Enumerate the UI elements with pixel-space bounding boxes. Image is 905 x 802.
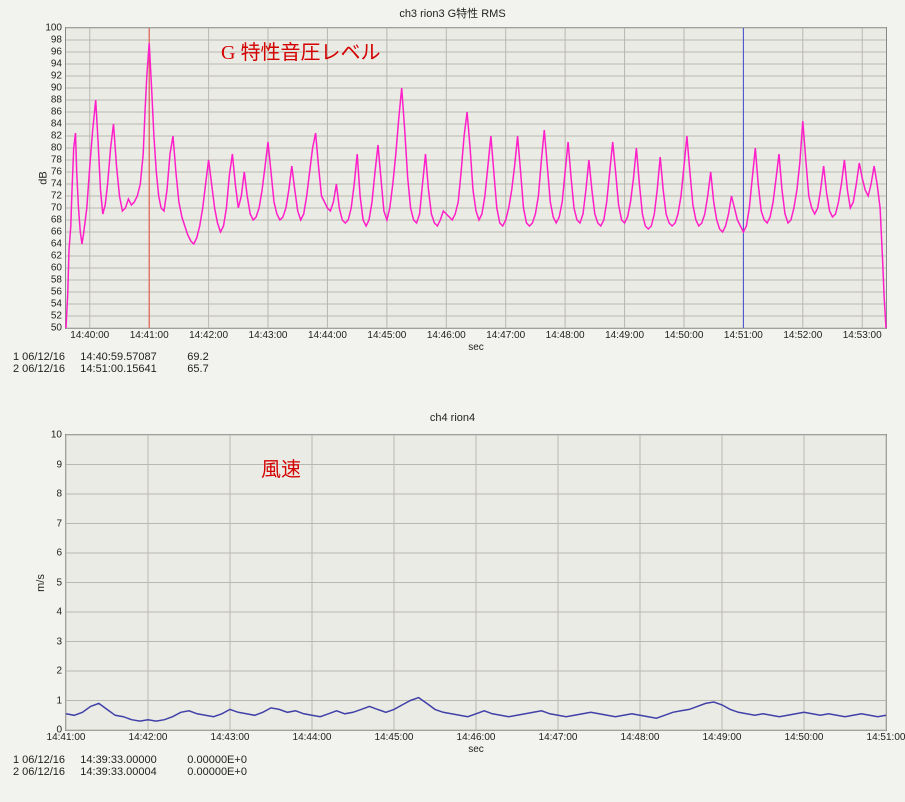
x-tick: 14:42:00	[189, 328, 228, 341]
top-x-axis-label: sec	[468, 328, 484, 353]
y-tick: 60	[51, 263, 66, 274]
top-overlay-label: G 特性音圧レベル	[221, 36, 380, 65]
bottom-cursor-readout: 1 06/12/16 14:39:33.00000 0.00000E+02 06…	[13, 754, 247, 778]
y-tick: 78	[51, 155, 66, 166]
top-panel: ch3 rion3 G特性 RMS G 特性音圧レベル dB sec 50525…	[5, 5, 900, 405]
y-tick: 2	[56, 666, 66, 677]
y-tick: 92	[51, 71, 66, 82]
y-tick: 4	[56, 607, 66, 618]
y-tick: 90	[51, 83, 66, 94]
y-tick: 56	[51, 287, 66, 298]
x-tick: 14:48:00	[546, 328, 585, 341]
x-tick: 14:52:00	[783, 328, 822, 341]
x-tick: 14:46:00	[427, 328, 466, 341]
y-tick: 5	[56, 577, 66, 588]
y-tick: 50	[51, 323, 66, 334]
bottom-chart-title: ch4 rion4	[5, 412, 900, 424]
x-tick: 14:51:00	[867, 730, 905, 743]
bottom-plot-area[interactable]: 風速 m/s sec 01234567891014:41:0014:42:001…	[65, 434, 887, 731]
x-tick: 14:49:00	[703, 730, 742, 743]
top-y-axis-label: dB	[37, 171, 49, 184]
y-tick: 80	[51, 143, 66, 154]
y-tick: 6	[56, 548, 66, 559]
x-tick: 14:44:00	[293, 730, 332, 743]
x-tick: 14:53:00	[843, 328, 882, 341]
y-tick: 94	[51, 59, 66, 70]
cursor-readout-row: 2 06/12/16 14:39:33.00004 0.00000E+0	[13, 766, 247, 778]
y-tick: 54	[51, 299, 66, 310]
x-tick: 14:44:00	[308, 328, 347, 341]
y-tick: 82	[51, 131, 66, 142]
bottom-panel: ch4 rion4 風速 m/s sec 01234567891014:41:0…	[5, 412, 900, 797]
y-tick: 68	[51, 215, 66, 226]
x-tick: 14:43:00	[249, 328, 288, 341]
y-tick: 96	[51, 47, 66, 58]
top-chart-title: ch3 rion3 G特性 RMS	[5, 5, 900, 21]
x-tick: 14:47:00	[486, 328, 525, 341]
x-tick: 14:47:00	[539, 730, 578, 743]
y-tick: 3	[56, 636, 66, 647]
y-tick: 8	[56, 489, 66, 500]
y-tick: 66	[51, 227, 66, 238]
x-tick: 14:50:00	[785, 730, 824, 743]
x-tick: 14:42:00	[129, 730, 168, 743]
x-tick: 14:43:00	[211, 730, 250, 743]
y-tick: 84	[51, 119, 66, 130]
x-tick: 14:41:00	[47, 730, 86, 743]
x-tick: 14:41:00	[130, 328, 169, 341]
y-tick: 62	[51, 251, 66, 262]
y-tick: 70	[51, 203, 66, 214]
y-tick: 9	[56, 459, 66, 470]
y-tick: 98	[51, 35, 66, 46]
x-tick: 14:50:00	[665, 328, 704, 341]
y-tick: 64	[51, 239, 66, 250]
bottom-overlay-label: 風速	[261, 453, 301, 482]
cursor-readout-row: 2 06/12/16 14:51:00.15641 65.7	[13, 363, 209, 375]
y-tick: 10	[51, 430, 66, 441]
bottom-y-axis-label: m/s	[35, 574, 47, 592]
y-tick: 88	[51, 95, 66, 106]
y-tick: 72	[51, 191, 66, 202]
y-tick: 86	[51, 107, 66, 118]
x-tick: 14:51:00	[724, 328, 763, 341]
x-tick: 14:46:00	[457, 730, 496, 743]
cursor-readout-row: 1 06/12/16 14:39:33.00000 0.00000E+0	[13, 754, 247, 766]
y-tick: 52	[51, 311, 66, 322]
y-tick: 58	[51, 275, 66, 286]
y-tick: 74	[51, 179, 66, 190]
x-tick: 14:40:00	[70, 328, 109, 341]
x-tick: 14:49:00	[605, 328, 644, 341]
top-cursor-readout: 1 06/12/16 14:40:59.57087 69.22 06/12/16…	[13, 351, 209, 375]
y-tick: 76	[51, 167, 66, 178]
y-tick: 7	[56, 518, 66, 529]
x-tick: 14:45:00	[367, 328, 406, 341]
y-tick: 100	[45, 23, 66, 34]
cursor-readout-row: 1 06/12/16 14:40:59.57087 69.2	[13, 351, 209, 363]
x-tick: 14:45:00	[375, 730, 414, 743]
y-tick: 1	[56, 695, 66, 706]
x-tick: 14:48:00	[621, 730, 660, 743]
top-plot-area[interactable]: G 特性音圧レベル dB sec 50525456586062646668707…	[65, 27, 887, 329]
